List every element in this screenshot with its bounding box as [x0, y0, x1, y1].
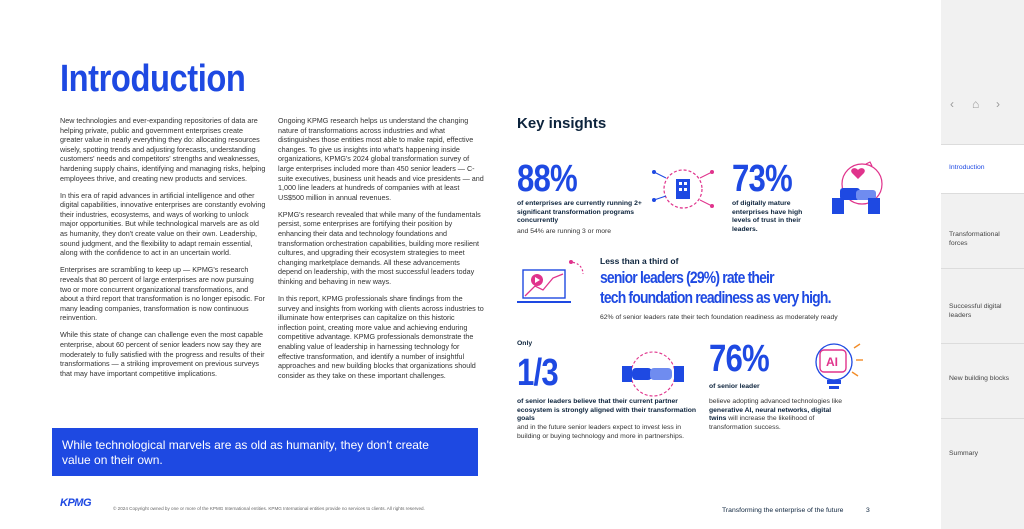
stat-third-plain: and in the future senior leaders expect … [517, 424, 685, 440]
paragraph: In this report, KPMG professionals share… [278, 294, 484, 380]
stat-76-bold: of senior leader [709, 383, 760, 390]
stat-29-lead: Less than a third of [600, 256, 679, 266]
intro-column-2: Ongoing KPMG research helps us understan… [278, 116, 484, 388]
stat-88-bold: of enterprises are currently running 2+ … [517, 200, 642, 225]
paragraph: Ongoing KPMG research helps us understan… [278, 116, 484, 202]
next-page-icon[interactable]: › [996, 97, 1000, 111]
home-icon[interactable]: ⌂ [972, 97, 980, 111]
stat-29-headline-1: senior leaders (29%) rate their [600, 268, 775, 287]
stat-29-note: 62% of senior leaders rate their tech fo… [600, 314, 838, 321]
stat-76-body: believe adopting advanced technologies l… [709, 398, 849, 432]
nav-divider [941, 193, 1024, 194]
laptop-chart-icon [517, 260, 584, 303]
nav-item-new-building-blocks[interactable]: New building blocks [949, 375, 1010, 382]
footer-copyright: © 2024 Copyright owned by one or more of… [113, 506, 425, 511]
stat-third-label: Only [517, 340, 533, 347]
stat-76-plain-1: believe adopting advanced technologies l… [709, 398, 843, 405]
footer-report-title: Transforming the enterprise of the futur… [722, 507, 844, 514]
svg-text:AI: AI [826, 355, 838, 369]
nav-divider [941, 144, 1024, 145]
stat-third-bold: of senior leaders believe that their cur… [517, 398, 697, 423]
nav-divider [941, 343, 1024, 344]
nav-active-highlight [941, 144, 1024, 193]
stat-88-value: 88% [517, 158, 578, 200]
stat-76-value: 76% [709, 338, 770, 380]
nav-divider [941, 268, 1024, 269]
nav-item-transformational-forces[interactable]: Transformational forces [949, 231, 1000, 247]
handshake-icon [622, 351, 684, 397]
stat-73-bold: of digitally mature enterprises have hig… [732, 200, 803, 233]
nav-item-successful-digital-leaders[interactable]: Successful digital leaders [949, 303, 1002, 319]
page-number: 3 [866, 507, 870, 514]
ai-lightbulb-icon: AI [815, 343, 863, 389]
stat-76-bold-2: generative AI, neural networks, digital … [709, 406, 832, 423]
stat-88-plain: and 54% are running 3 or more [517, 228, 612, 235]
nav-item-summary[interactable]: Summary [949, 450, 979, 457]
quote-band [52, 428, 478, 476]
stat-76-plain-2: will increase the likelihood of transfor… [709, 415, 815, 431]
key-insights-title: Key insights [517, 115, 607, 132]
pull-quote: While technological marvels are as old a… [62, 438, 429, 467]
paragraph: New technologies and ever-expanding repo… [60, 116, 266, 183]
prev-page-icon[interactable]: ‹ [950, 97, 954, 111]
handshake-heart-icon [832, 161, 883, 214]
paragraph: Enterprises are scrambling to keep up — … [60, 265, 265, 323]
intro-column-1: New technologies and ever-expanding repo… [60, 116, 266, 386]
paragraph: While this state of change can challenge… [60, 330, 265, 378]
kpmg-logo: KPMG [60, 497, 92, 509]
stat-third-value: 1/3 [517, 352, 559, 394]
page-title: Introduction [60, 58, 246, 100]
sidebar-nav [941, 0, 1024, 529]
paragraph: In this era of rapid advances in artific… [60, 190, 266, 258]
nav-divider [941, 418, 1024, 419]
stat-73-value: 73% [732, 158, 793, 200]
stat-29-headline-2: tech foundation readiness as very high. [600, 288, 831, 307]
paragraph: KPMG's research revealed that while many… [278, 209, 481, 286]
nav-item-introduction[interactable]: Introduction [949, 164, 985, 171]
circuit-building-icon [652, 169, 714, 209]
